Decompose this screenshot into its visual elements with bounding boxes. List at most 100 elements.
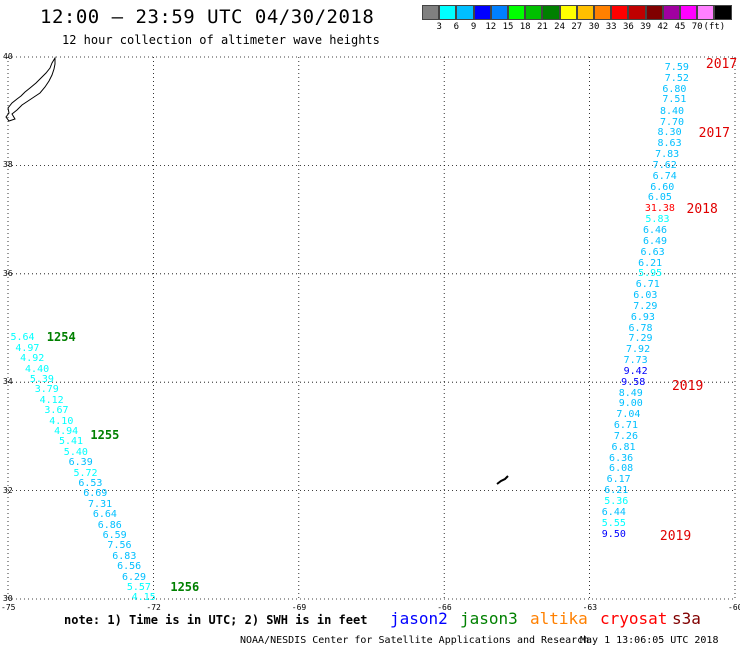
colorbar-swatch bbox=[490, 5, 508, 20]
wave-height-value: 6.39 bbox=[68, 456, 93, 468]
wave-height-value: 3.79 bbox=[34, 384, 59, 396]
wave-height-value: 6.21 bbox=[604, 485, 629, 497]
colorbar-label: 33 bbox=[605, 22, 617, 32]
wave-height-value: 6.59 bbox=[102, 530, 127, 542]
wave-height-value: 5.40 bbox=[63, 446, 88, 458]
colorbar-swatch bbox=[525, 5, 543, 20]
wave-height-value: 6.03 bbox=[633, 290, 658, 302]
footer-credit: NOAA/NESDIS Center for Satellite Applica… bbox=[240, 635, 590, 646]
pass-label: 1255 bbox=[90, 428, 120, 443]
satellite-legend-item: s3a bbox=[672, 609, 701, 628]
year-label: 2018 bbox=[686, 201, 718, 217]
wave-height-value: 6.05 bbox=[647, 192, 672, 204]
wave-height-value: 7.56 bbox=[107, 540, 132, 552]
colorbar-label: 24 bbox=[554, 22, 566, 32]
wave-height-value: 6.78 bbox=[628, 322, 653, 334]
pass-label: 1254 bbox=[46, 330, 76, 345]
x-tick-label: -72 bbox=[146, 603, 161, 612]
wave-height-value: 6.49 bbox=[642, 235, 668, 247]
wave-height-value: 6.53 bbox=[78, 478, 103, 490]
lat-lon-grid bbox=[7, 56, 736, 600]
wave-height-value: 8.49 bbox=[618, 387, 643, 399]
y-tick-label: 34 bbox=[3, 377, 13, 387]
y-tick-label: 40 bbox=[3, 52, 13, 61]
wave-height-value: 9.42 bbox=[623, 365, 648, 377]
colorbar-swatch bbox=[559, 5, 577, 20]
wave-height-value: 5.41 bbox=[58, 436, 84, 448]
colorbar-label: (ft) bbox=[703, 22, 726, 32]
wave-height-value: 5.95 bbox=[638, 268, 663, 280]
wave-height-value: 7.70 bbox=[659, 116, 685, 128]
wave-height-value: 8.30 bbox=[657, 127, 682, 139]
wave-height-value: 9.00 bbox=[618, 398, 643, 410]
coastline bbox=[5, 56, 509, 485]
colorbar-label: 45 bbox=[674, 22, 686, 32]
page-subtitle: 12 hour collection of altimeter wave hei… bbox=[62, 33, 380, 47]
colorbar-label: 15 bbox=[502, 22, 514, 32]
x-tick-label: -69 bbox=[291, 603, 307, 612]
colorbar-label: 42 bbox=[657, 22, 669, 32]
y-tick-label: 32 bbox=[3, 485, 13, 495]
colorbar-swatch bbox=[422, 5, 440, 20]
footer-note: note: 1) Time is in UTC; 2) SWH is in fe… bbox=[64, 613, 368, 627]
wave-height-value: 5.36 bbox=[604, 495, 629, 507]
colorbar-swatch bbox=[439, 5, 457, 20]
colorbar-label: 18 bbox=[519, 22, 531, 32]
wave-height-value: 5.57 bbox=[126, 582, 151, 594]
wave-height-value: 7.92 bbox=[626, 344, 651, 356]
x-tick-label: -63 bbox=[582, 603, 598, 612]
wave-height-value: 5.39 bbox=[29, 374, 54, 386]
wave-height-value: 7.83 bbox=[655, 149, 680, 161]
wave-height-value: 4.40 bbox=[25, 363, 50, 375]
footer-timestamp: May 1 13:06:05 UTC 2018 bbox=[580, 635, 719, 646]
satellite-legend-item: cryosat bbox=[600, 609, 668, 628]
wave-height-value: 5.72 bbox=[73, 467, 98, 479]
colorbar-label: 3 bbox=[436, 22, 442, 32]
wave-height-value: 6.80 bbox=[662, 83, 687, 95]
y-tick-label: 38 bbox=[3, 160, 13, 170]
wave-height-value: 7.26 bbox=[613, 430, 638, 442]
wave-height-value: 7.29 bbox=[633, 300, 658, 312]
x-tick-label: -66 bbox=[437, 603, 452, 612]
satellite-legend-item: jason3 bbox=[460, 609, 518, 628]
wave-height-value: 7.51 bbox=[662, 94, 687, 106]
wave-height-value: 5.64 bbox=[10, 332, 35, 344]
colorbar-label: 6 bbox=[453, 22, 460, 32]
colorbar-label: 21 bbox=[536, 22, 548, 32]
coastline-north-carolina bbox=[5, 56, 56, 122]
colorbar-label: 70 bbox=[691, 22, 703, 32]
wave-height-value: 7.59 bbox=[664, 61, 689, 73]
wave-height-value: 5.83 bbox=[645, 214, 670, 226]
island-bermuda bbox=[496, 475, 509, 485]
page-title: 12:00 – 23:59 UTC 04/30/2018 bbox=[40, 6, 375, 28]
wave-height-value: 6.36 bbox=[609, 452, 634, 464]
pass-label: 1256 bbox=[170, 580, 200, 595]
wave-height-value: 6.64 bbox=[92, 508, 117, 520]
wave-height-value: 7.52 bbox=[664, 72, 689, 84]
wave-height-value: 6.93 bbox=[630, 311, 655, 323]
satellite-legend-item: altika bbox=[530, 609, 588, 628]
colorbar-swatch bbox=[697, 5, 715, 20]
x-tick-label: -60 bbox=[728, 603, 740, 612]
colorbar-swatch bbox=[645, 5, 663, 20]
wave-height-value: 6.81 bbox=[611, 441, 636, 453]
wave-height-value: 6.83 bbox=[112, 550, 137, 562]
wave-height-value: 4.12 bbox=[39, 394, 64, 406]
colorbar-swatch bbox=[594, 5, 612, 20]
x-tick-label: -75 bbox=[1, 603, 16, 612]
colorbar-swatch bbox=[508, 5, 526, 20]
colorbar-swatch bbox=[576, 5, 594, 20]
wave-height-value: 7.29 bbox=[628, 333, 653, 345]
wave-height-value: 6.86 bbox=[97, 519, 122, 531]
colorbar-swatch bbox=[542, 5, 560, 20]
wave-height-value: 6.56 bbox=[117, 561, 142, 573]
wave-height-value: 7.04 bbox=[616, 409, 641, 421]
wave-height-value: 6.46 bbox=[642, 224, 668, 236]
wave-height-value: 7.31 bbox=[88, 498, 113, 510]
wave-height-value: 4.92 bbox=[20, 352, 45, 364]
wave-height-value: 6.63 bbox=[640, 246, 665, 258]
y-tick-label: 30 bbox=[3, 594, 13, 603]
wave-height-value: 3.67 bbox=[44, 404, 69, 416]
wave-height-value: 4.15 bbox=[131, 592, 156, 604]
